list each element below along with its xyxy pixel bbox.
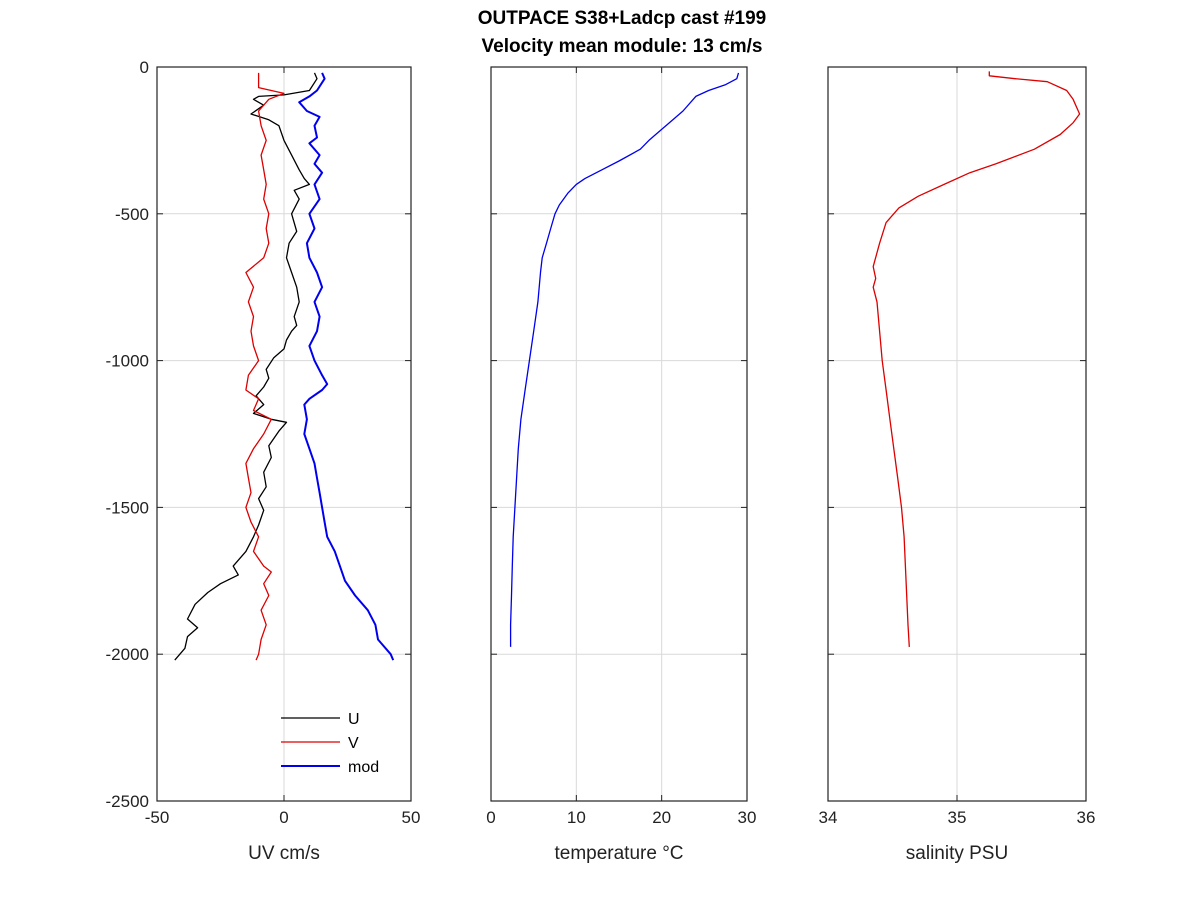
x-tick-label: 0	[486, 808, 495, 827]
legend-label-u: U	[348, 711, 360, 728]
y-tick-label: -500	[115, 205, 149, 224]
panel-3: 34 35 36 salinity PSU	[819, 66, 1096, 864]
legend-label-v: V	[348, 735, 359, 752]
series-line-v	[245, 72, 285, 661]
series-line-mod	[298, 72, 395, 661]
x-tick-label: 30	[738, 808, 757, 827]
x-tick-label: 50	[402, 808, 421, 827]
y-tick-label: -1500	[106, 498, 149, 517]
x-tick-label: 0	[279, 808, 288, 827]
series-line-u	[174, 72, 318, 661]
x-axis-label: salinity PSU	[906, 843, 1008, 864]
x-tick-label: -50	[145, 808, 170, 827]
y-tick-label: -2500	[106, 792, 149, 811]
panel-2: 0 10 20 30 temperature °C	[486, 66, 757, 864]
x-tick-label: 35	[948, 808, 967, 827]
series-line-profile	[872, 71, 1081, 647]
x-tick-label: 34	[819, 808, 838, 827]
x-axis-label: UV cm/s	[248, 843, 320, 864]
y-tick-label: -2000	[106, 645, 149, 664]
x-tick-label: 36	[1077, 808, 1096, 827]
x-tick-label: 20	[652, 808, 671, 827]
chart-title-line1: OUTPACE S38+Ladcp cast #199	[478, 8, 766, 29]
x-axis-label: temperature °C	[554, 843, 683, 864]
legend-label-mod: mod	[348, 759, 379, 776]
series-line-profile	[509, 72, 740, 647]
y-tick-label: -1000	[106, 352, 149, 371]
chart-title-line2: Velocity mean module: 13 cm/s	[482, 36, 763, 57]
x-tick-label: 10	[567, 808, 586, 827]
axes-frame	[490, 66, 748, 802]
y-tick-label: 0	[140, 58, 149, 77]
